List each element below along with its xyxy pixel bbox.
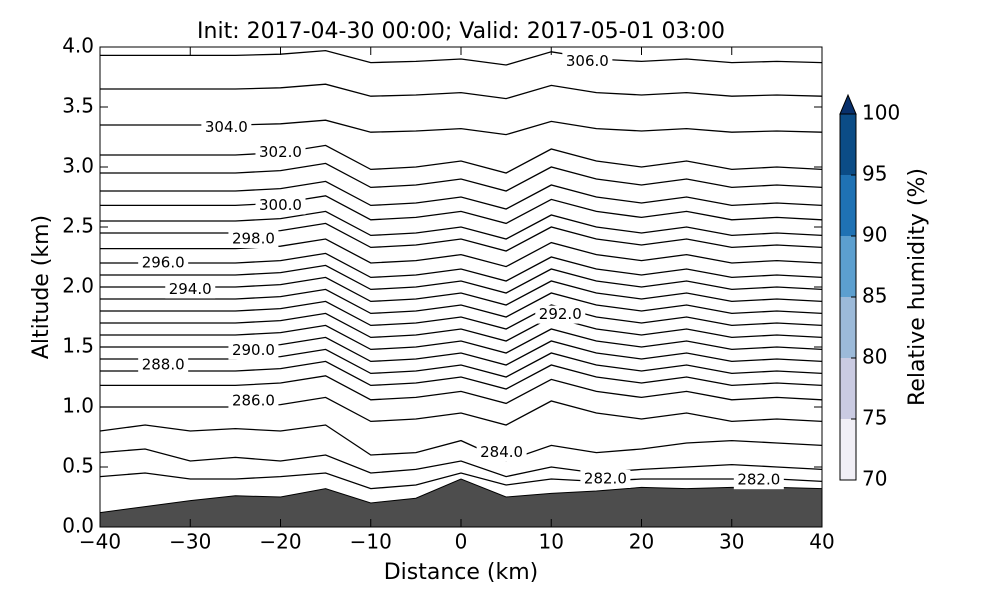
contour-line xyxy=(100,144,822,174)
chart-title: Init: 2017-04-30 00:00; Valid: 2017-05-0… xyxy=(197,19,725,44)
contour-line xyxy=(100,180,822,210)
contour-label: 304.0 xyxy=(205,118,248,136)
colorbar-segment xyxy=(840,297,856,358)
contour-label-bg xyxy=(255,196,306,215)
contour-label: 288.0 xyxy=(142,356,185,374)
contour-line xyxy=(100,276,822,306)
plot-area: 306.0 304.0 302.0 300.0 298.0 296.0 294.0 292.0… xyxy=(100,49,822,527)
x-tick-label: 30 xyxy=(719,530,744,554)
contour-line xyxy=(100,238,822,268)
contour-line xyxy=(100,210,822,240)
x-tick-label: 0 xyxy=(455,530,468,554)
y-tick-label: 1.5 xyxy=(62,334,94,358)
contour-line xyxy=(100,472,822,490)
contour-label-bg xyxy=(201,118,252,137)
x-tick-label: 10 xyxy=(539,530,564,554)
colorbar-label: Relative humidity (%) xyxy=(905,168,930,406)
contour-line xyxy=(100,264,822,294)
contour-line xyxy=(100,324,822,354)
colorbar-tick-label: 100 xyxy=(862,101,900,125)
colorbar-tick-label: 80 xyxy=(862,345,887,369)
x-tick-label: −10 xyxy=(350,530,392,554)
contour-label: 296.0 xyxy=(142,254,185,272)
contour-label: 286.0 xyxy=(232,392,275,410)
contour-line xyxy=(100,300,822,330)
contour-label-bg xyxy=(255,143,306,162)
colorbar-segment xyxy=(840,236,856,297)
colorbar-tick-label: 75 xyxy=(862,406,887,430)
y-tick-label: 2.0 xyxy=(62,274,94,298)
contour-label: 300.0 xyxy=(259,196,302,214)
contour-line xyxy=(100,375,822,405)
y-tick-label: 0.5 xyxy=(62,454,94,478)
y-tick-label: 4.0 xyxy=(62,34,94,58)
contour-label-bg xyxy=(228,392,279,410)
y-tick-label: 1.0 xyxy=(62,394,94,418)
colorbar-extend xyxy=(839,93,857,115)
contour-label-bg xyxy=(476,443,527,462)
y-tick-label: 3.5 xyxy=(62,94,94,118)
contour-line xyxy=(100,252,822,282)
contour-line xyxy=(100,360,822,390)
contour-label: 302.0 xyxy=(259,143,302,161)
x-tick-label: −40 xyxy=(79,530,121,554)
contour-label: 284.0 xyxy=(480,443,523,461)
contour-line xyxy=(100,222,822,252)
y-tick-label: 0.0 xyxy=(62,514,94,538)
contour-label-bg xyxy=(733,471,784,490)
contour-line xyxy=(100,396,822,426)
contour-line xyxy=(100,162,822,192)
contour-label: 294.0 xyxy=(169,280,212,298)
contour-line xyxy=(100,448,822,478)
x-tick-label: 20 xyxy=(629,530,654,554)
contour-label: 282.0 xyxy=(584,470,627,488)
contour-label-bg xyxy=(580,470,631,488)
contour-line xyxy=(100,312,822,342)
colorbar-tick-label: 85 xyxy=(862,284,887,308)
contour-label: 306.0 xyxy=(566,52,609,70)
contour-line xyxy=(100,288,822,318)
x-tick-label: −20 xyxy=(259,530,301,554)
contour-label-bg xyxy=(228,230,279,248)
contour-label: 290.0 xyxy=(232,341,275,359)
colorbar-tick-label: 70 xyxy=(862,467,887,491)
contour-label: 282.0 xyxy=(737,471,780,489)
contour-label-bg xyxy=(138,356,189,374)
contour-label-bg xyxy=(562,52,613,71)
contour-line xyxy=(100,83,822,100)
contour-line xyxy=(100,49,822,66)
contour-label-bg xyxy=(165,280,216,299)
colorbar-tick-label: 90 xyxy=(862,223,887,247)
contour-label: 292.0 xyxy=(539,305,582,323)
contour-line xyxy=(100,424,822,462)
x-tick-label: 40 xyxy=(809,530,834,554)
y-tick-label: 3.0 xyxy=(62,154,94,178)
x-axis-label: Distance (km) xyxy=(384,560,539,585)
colorbar-segment xyxy=(840,114,856,175)
contour-label-bg xyxy=(535,305,586,324)
contour-label: 298.0 xyxy=(232,230,275,248)
contour-label-bg xyxy=(228,341,279,360)
y-tick-label: 2.5 xyxy=(62,214,94,238)
x-tick-label: −30 xyxy=(169,530,211,554)
contour-label-bg xyxy=(138,254,189,272)
colorbar-segment xyxy=(840,419,856,480)
contour-line xyxy=(100,195,822,225)
contour-line xyxy=(100,336,822,366)
colorbar-segment xyxy=(840,358,856,419)
colorbar-segment xyxy=(840,175,856,236)
contour-line xyxy=(100,348,822,378)
y-axis-label: Altitude (km) xyxy=(29,215,54,359)
colorbar-tick-label: 95 xyxy=(862,162,887,186)
